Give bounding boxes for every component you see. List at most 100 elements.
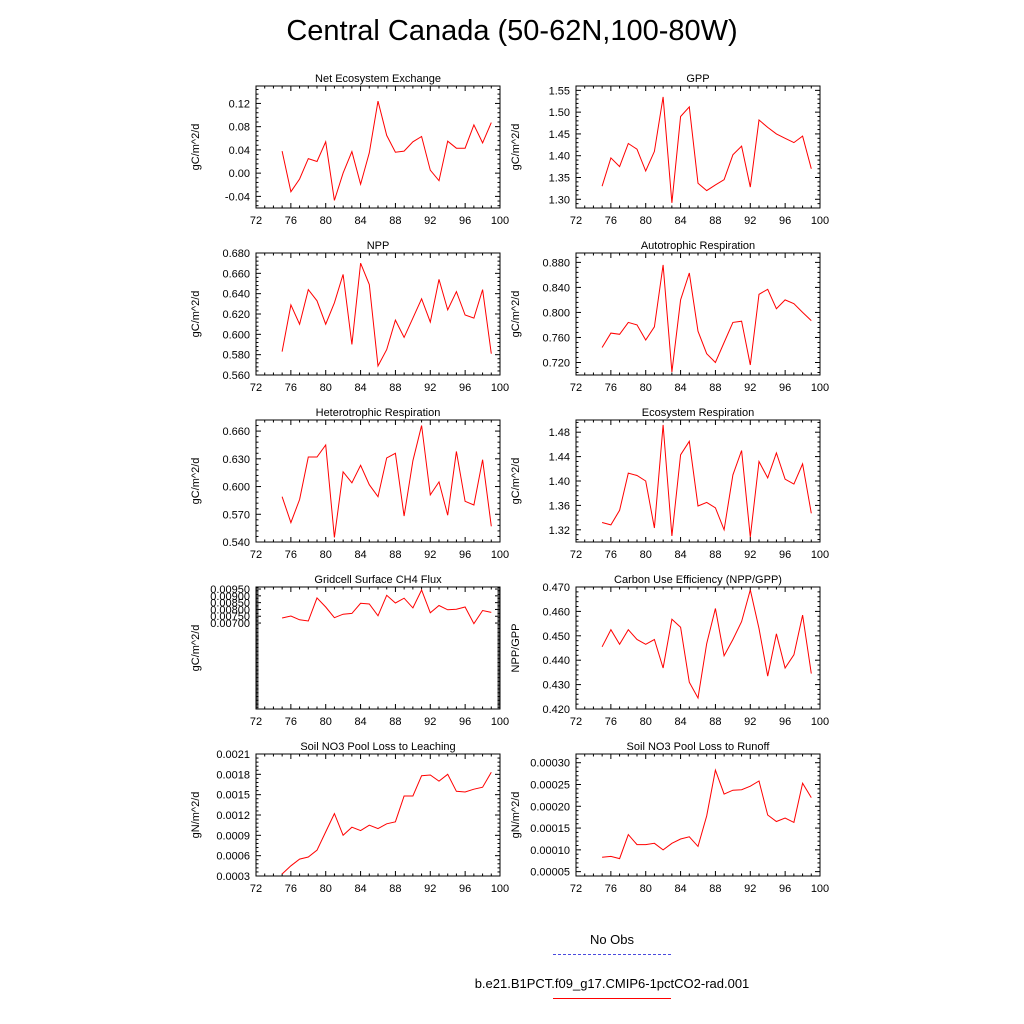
y-tick-label: 0.00700 [210,618,250,630]
x-tick-label: 88 [389,716,401,728]
x-tick-label: 96 [459,883,471,895]
x-tick-label: 100 [491,883,509,895]
y-tick-label: 0.580 [222,350,250,362]
x-tick-label: 72 [570,883,582,895]
x-tick-label: 92 [744,549,756,561]
x-tick-label: 88 [389,883,401,895]
x-tick-label: 92 [424,215,436,227]
x-tick-label: 88 [389,382,401,394]
x-tick-label: 80 [640,883,652,895]
panel-title: Autotrophic Respiration [641,240,755,252]
x-tick-label: 92 [744,215,756,227]
x-tick-label: 76 [285,549,297,561]
y-axis-label: NPP/GPP [510,624,522,673]
y-tick-label: 1.44 [549,452,570,464]
x-tick-label: 88 [389,215,401,227]
series-line-0 [281,588,492,625]
chart-panel-1: GPP gC/m^2/d 72 76 80 84 88 92 96 100 1.30 1.35 1.40… [510,73,829,227]
legend-item-model-run: b.e21.B1PCT.f09_g17.CMIP6-1pctCO2-rad.00… [440,974,800,1018]
x-tick-label: 84 [354,382,366,394]
legend-label-no-obs: No Obs [589,932,635,947]
x-tick-label: 72 [570,382,582,394]
plot-frame [575,753,821,877]
x-tick-label: 80 [320,716,332,728]
y-tick-label: 0.12 [229,98,250,110]
x-tick-label: 96 [779,716,791,728]
x-tick-label: 100 [811,716,829,728]
y-tick-label: 0.620 [222,309,250,321]
x-tick-label: 96 [779,382,791,394]
x-tick-label: 80 [640,382,652,394]
chart-panel-6: Gridcell Surface CH4 Flux gC/m^2/d 72 76 80 8… [190,574,509,728]
y-axis-label: gC/m^2/d [190,458,202,505]
x-tick-label: 92 [424,716,436,728]
y-tick-label: 0.540 [222,537,250,549]
y-tick-label: 0.0021 [216,749,250,761]
y-tick-label: 0.08 [229,122,250,134]
series-line-0 [281,100,492,201]
panel-title: Gridcell Surface CH4 Flux [314,574,442,586]
x-tick-label: 96 [459,716,471,728]
y-tick-label: 0.600 [222,329,250,341]
chart-panel-0: Net Ecosystem Exchange gC/m^2/d 72 76 80 84 88… [190,73,509,227]
chart-panel-4: Heterotrophic Respiration gC/m^2/d 72 76 80 8… [190,407,509,561]
x-tick-label: 84 [354,716,366,728]
panel-title: GPP [686,73,709,85]
y-tick-label: 0.0006 [216,851,250,863]
panel-title: Net Ecosystem Exchange [315,73,441,85]
y-tick-label: 0.660 [222,268,250,280]
x-tick-label: 72 [250,883,262,895]
x-tick-label: 80 [320,215,332,227]
x-tick-label: 76 [605,716,617,728]
y-tick-label: 0.720 [542,357,570,369]
series-line-0 [601,589,812,700]
y-tick-label: 0.450 [542,631,570,643]
y-tick-label: 0.00950 [210,584,250,596]
y-axis-label: gC/m^2/d [510,291,522,338]
x-tick-label: 96 [459,215,471,227]
y-tick-label: 1.45 [549,129,570,141]
y-tick-label: 1.32 [549,525,570,537]
x-tick-label: 92 [744,883,756,895]
y-tick-label: 0.00010 [530,845,570,857]
plot-frame [575,586,821,710]
series-line-0 [281,263,492,368]
y-tick-label: 1.30 [549,194,570,206]
x-tick-label: 72 [250,716,262,728]
y-tick-label: 0.00020 [530,801,570,813]
y-tick-label: 0.470 [542,582,570,594]
x-tick-label: 84 [674,215,686,227]
x-tick-label: 100 [811,883,829,895]
y-tick-label: 0.680 [222,248,250,260]
y-tick-label: 0.460 [542,606,570,618]
y-tick-label: 0.420 [542,704,570,716]
x-tick-label: 92 [424,382,436,394]
y-tick-label: 0.570 [222,509,250,521]
y-tick-label: 0.00750 [210,611,250,623]
x-tick-label: 76 [605,549,617,561]
x-tick-label: 80 [320,883,332,895]
y-tick-label: 1.40 [549,151,570,163]
figure-title: Central Canada (50-62N,100-80W) [286,15,738,47]
series-line-0 [281,425,492,538]
x-tick-label: 72 [250,382,262,394]
series-line-0 [601,424,812,538]
x-tick-label: 96 [459,382,471,394]
y-axis-label: gC/m^2/d [190,291,202,338]
y-tick-label: 0.04 [229,145,250,157]
y-tick-label: 1.40 [549,476,570,488]
x-tick-label: 88 [709,215,721,227]
x-tick-label: 88 [389,549,401,561]
panel-title: Soil NO3 Pool Loss to Runoff [627,741,771,753]
y-tick-label: 1.55 [549,85,570,97]
y-tick-label: 0.00800 [210,604,250,616]
x-tick-label: 80 [640,215,652,227]
x-tick-label: 76 [285,382,297,394]
x-tick-label: 80 [320,382,332,394]
x-tick-label: 84 [674,382,686,394]
panel-title: NPP [367,240,390,252]
y-tick-label: 0.0015 [216,790,250,802]
y-axis-label: gC/m^2/d [510,458,522,505]
x-tick-label: 84 [674,883,686,895]
